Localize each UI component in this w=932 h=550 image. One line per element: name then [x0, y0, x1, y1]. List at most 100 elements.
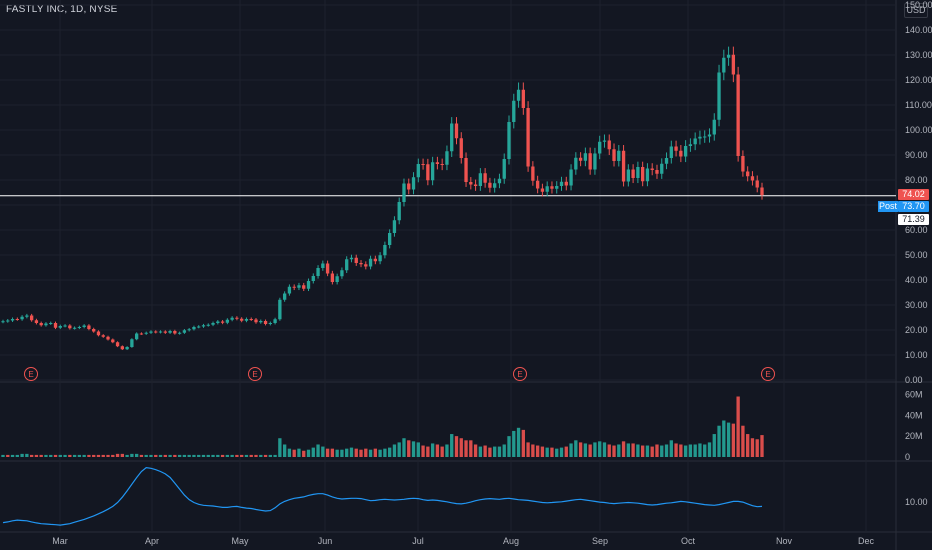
candle-body — [426, 164, 430, 181]
volume-bar — [68, 454, 72, 457]
volume-bar — [669, 440, 673, 457]
candle-body — [197, 326, 201, 328]
candle-body — [731, 54, 736, 75]
volume-bar — [602, 442, 607, 457]
candle-body — [650, 168, 654, 170]
candle-body — [607, 140, 611, 150]
volume-bar — [626, 443, 630, 457]
candle-body — [717, 72, 721, 120]
candle-body — [373, 258, 377, 262]
candle-body — [149, 331, 153, 333]
volume-bar — [683, 445, 688, 457]
candle-body — [388, 233, 392, 245]
volume-bar — [368, 449, 373, 457]
x-tick-label: Oct — [681, 536, 696, 546]
x-tick-label: Jun — [318, 536, 333, 546]
candle-body — [364, 264, 368, 267]
volume-bar — [6, 454, 10, 457]
volume-bar — [135, 453, 139, 457]
volume-bar — [641, 445, 645, 457]
volume-bar — [106, 454, 110, 457]
volume-bar — [197, 454, 201, 457]
candle-body — [588, 153, 592, 170]
candle-body — [660, 163, 664, 174]
volume-bar — [526, 442, 530, 457]
candle-body — [268, 323, 272, 324]
candle-body — [397, 202, 401, 221]
candle-body — [330, 273, 335, 282]
candle-body — [216, 321, 220, 323]
volume-bar — [158, 454, 163, 457]
volume-bar — [201, 454, 206, 457]
volume-bar — [220, 454, 225, 457]
candle-body — [445, 151, 449, 165]
volume-bar — [564, 446, 568, 457]
volume-bar — [15, 454, 19, 457]
volume-bar — [617, 444, 621, 457]
candle-body — [641, 167, 645, 182]
candle-body — [707, 134, 712, 137]
volume-bar — [464, 440, 468, 457]
candle-body — [679, 150, 683, 157]
candle-body — [755, 180, 759, 188]
volume-bar — [173, 454, 177, 457]
candle-body — [211, 323, 215, 325]
candle-body — [746, 171, 750, 177]
volume-bar — [598, 441, 602, 457]
volume-bar — [631, 443, 635, 457]
candle-body — [430, 162, 435, 181]
candle-body — [626, 169, 630, 182]
candle-body — [68, 325, 72, 329]
volume-bar — [292, 449, 296, 457]
currency-button[interactable]: USD — [904, 3, 928, 18]
volume-bar — [72, 454, 77, 457]
candle-body — [636, 167, 640, 178]
volume-bar — [469, 440, 473, 457]
earnings-marker-label: E — [252, 370, 257, 379]
volume-bar — [335, 449, 339, 457]
candle-body — [311, 276, 315, 281]
candle-body — [407, 183, 411, 190]
volume-bar — [230, 454, 234, 457]
volume-bar — [53, 454, 58, 457]
y-tick-label: 20.00 — [905, 325, 928, 335]
candle-body — [574, 157, 578, 170]
volume-bar — [426, 446, 430, 457]
volume-bar — [282, 444, 287, 457]
candle-body — [240, 318, 244, 321]
volume-bar — [535, 445, 540, 457]
candle-body — [698, 136, 702, 139]
x-tick-label: Mar — [52, 536, 68, 546]
candle-body — [15, 319, 19, 320]
candle-body — [96, 331, 101, 336]
volume-bar — [392, 444, 397, 457]
candle-body — [741, 156, 745, 172]
volume-bar — [430, 443, 435, 457]
volume-bar — [688, 444, 693, 457]
candle-body — [722, 57, 726, 73]
y-tick-label: 10.00 — [905, 350, 928, 360]
candle-body — [77, 327, 82, 328]
volume-bar — [593, 442, 597, 457]
candle-body — [598, 141, 602, 154]
candle-body — [321, 263, 325, 268]
candle-body — [287, 286, 292, 294]
y-tick-label: 40.00 — [905, 275, 928, 285]
candle-body — [135, 333, 139, 340]
candle-body — [10, 319, 15, 321]
volume-bar — [330, 448, 335, 457]
candle-body — [39, 323, 43, 326]
candle-body — [593, 153, 597, 170]
candle-body — [282, 293, 287, 300]
candle-body — [111, 339, 115, 343]
volume-bar — [531, 444, 535, 457]
candle-body — [25, 315, 29, 317]
candle-body — [392, 220, 397, 233]
volume-bar — [49, 454, 53, 457]
x-tick-label: Sep — [592, 536, 608, 546]
candle-body — [645, 168, 650, 182]
candle-body — [564, 181, 568, 186]
volume-bar — [273, 454, 277, 457]
volume-bar — [25, 453, 29, 457]
